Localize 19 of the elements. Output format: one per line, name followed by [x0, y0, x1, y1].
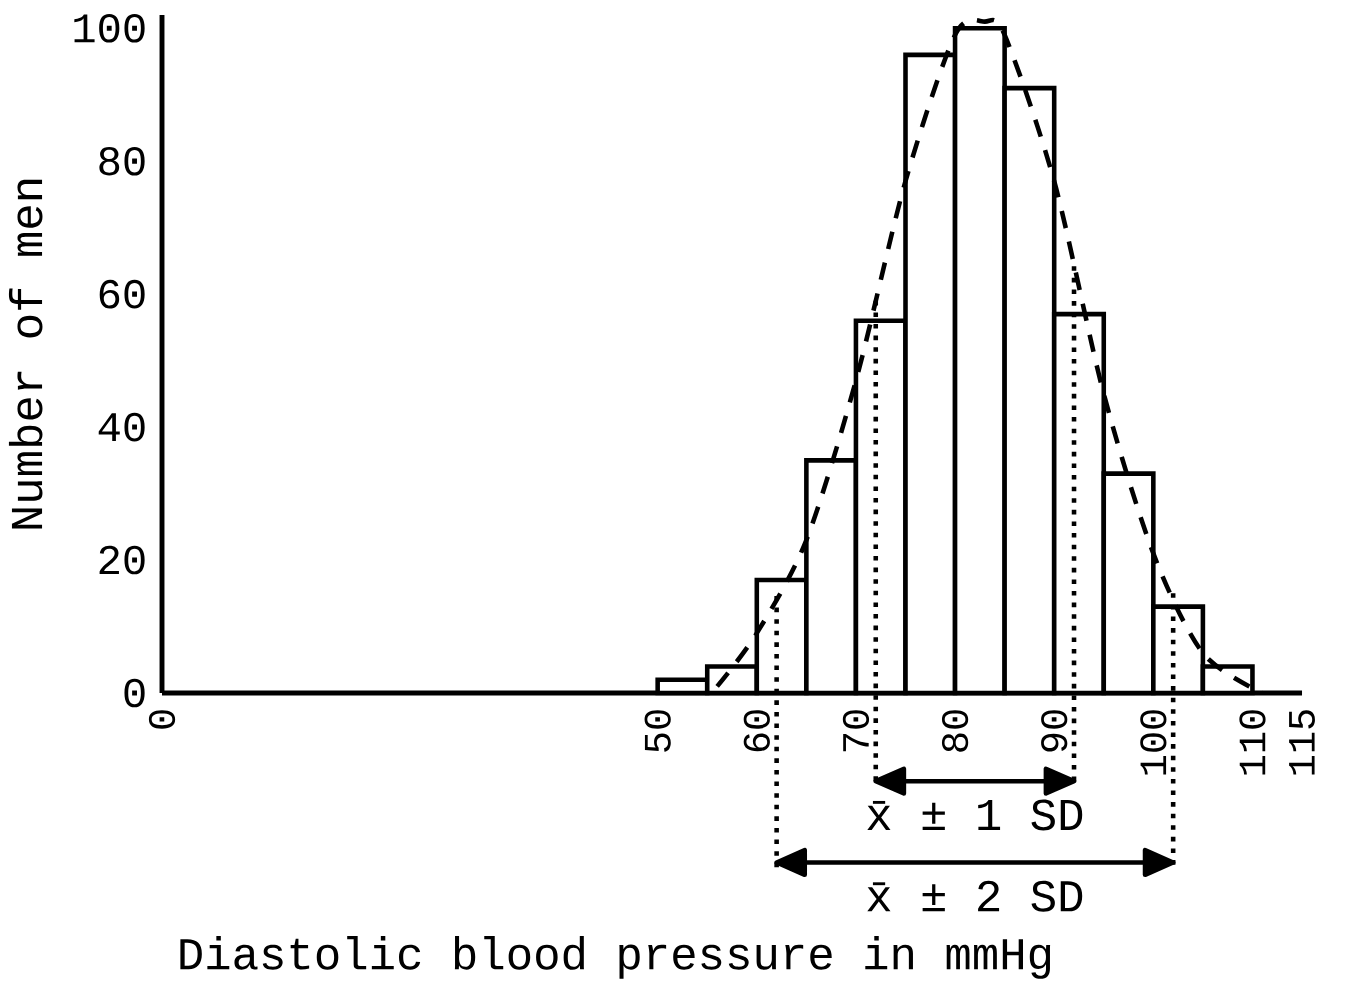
y-tick-label: 40 — [98, 412, 145, 442]
y-tick-label: 0 — [124, 678, 145, 708]
text: x̄ ± 2 SD — [867, 880, 1083, 912]
y-tick-label: 80 — [99, 146, 145, 176]
y-axis-title: Number of men — [8, 179, 43, 529]
x-tick-label: 110 — [1239, 710, 1266, 775]
x-axis-title: Diastolic blood pressure in mmHg — [180, 936, 1051, 979]
x-tick-label: 50 — [644, 710, 671, 752]
x-tick-label: 100 — [1140, 710, 1167, 775]
y-tick-label: 100 — [74, 13, 145, 43]
x-tick-label: 70 — [842, 710, 870, 752]
x-tick-label: 115 — [1289, 710, 1315, 775]
y-tick-label: 20 — [99, 545, 145, 575]
text: x̄ ± 1 SD — [867, 799, 1083, 831]
x-tick-label: 90 — [1041, 710, 1068, 752]
x-tick-label: 0 — [148, 710, 176, 729]
x-tick-label: 60 — [743, 710, 770, 752]
y-tick-label: 60 — [99, 279, 145, 309]
x-tick-label: 80 — [941, 710, 969, 752]
